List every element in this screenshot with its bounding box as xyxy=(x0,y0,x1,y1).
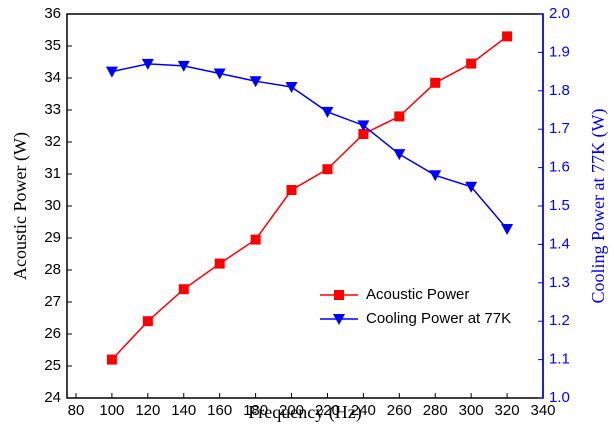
y2-tick-label: 1.3 xyxy=(549,274,570,291)
legend-marker xyxy=(334,290,344,300)
data-point xyxy=(358,129,369,139)
data-point xyxy=(321,106,334,118)
x-tick-label: 120 xyxy=(135,402,160,419)
data-point xyxy=(285,81,298,93)
data-point xyxy=(249,76,262,88)
y2-tick-label: 1.5 xyxy=(549,197,570,214)
y-tick-label: 24 xyxy=(44,389,61,406)
legend-marker xyxy=(333,314,345,325)
data-point xyxy=(177,60,190,72)
data-point xyxy=(142,316,153,327)
y2-tick-label: 1.8 xyxy=(549,82,570,99)
data-point xyxy=(250,234,261,245)
data-point xyxy=(286,185,297,195)
y2-tick-label: 1.2 xyxy=(549,312,570,329)
x-tick-label: 140 xyxy=(171,402,196,419)
y-axis-label: Acoustic Power (W) xyxy=(10,132,31,280)
data-point xyxy=(357,120,370,132)
legend-label: Acoustic Power xyxy=(366,286,469,303)
y2-tick-label: 1.1 xyxy=(549,351,570,368)
y-tick-label: 32 xyxy=(44,133,61,150)
y2-tick-label: 1.9 xyxy=(549,43,570,60)
x-tick-label: 200 xyxy=(279,402,304,419)
x-tick-label: 220 xyxy=(315,402,340,419)
y-tick-label: 25 xyxy=(44,357,61,374)
y-tick-label: 31 xyxy=(44,165,61,182)
y-tick-label: 26 xyxy=(44,325,61,342)
y2-tick-label: 1.6 xyxy=(549,159,570,176)
x-tick-label: 160 xyxy=(207,402,232,419)
y2-tick-label: 1.4 xyxy=(549,235,570,252)
x-tick-label: 180 xyxy=(243,402,268,419)
data-point xyxy=(429,170,442,182)
y-tick-label: 34 xyxy=(44,69,61,86)
y2-tick-label: 1.7 xyxy=(549,120,570,137)
y2-tick-label: 2.0 xyxy=(549,5,570,22)
data-point xyxy=(322,164,333,175)
series-line xyxy=(111,63,508,230)
data-point xyxy=(501,224,514,236)
y-tick-label: 28 xyxy=(44,261,61,278)
x-tick-label: 80 xyxy=(68,402,85,419)
data-point xyxy=(213,68,226,80)
x-tick-label: 280 xyxy=(423,402,448,419)
y-tick-label: 30 xyxy=(44,197,61,214)
data-point xyxy=(394,111,405,122)
data-point xyxy=(466,58,477,69)
x-tick-label: 320 xyxy=(495,402,520,419)
legend-label: Cooling Power at 77K xyxy=(366,310,511,327)
y-tick-label: 29 xyxy=(44,229,61,246)
x-tick-label: 340 xyxy=(530,402,555,419)
y-tick-label: 36 xyxy=(44,5,61,22)
data-point xyxy=(465,181,478,193)
x-axis-label: Frequency (Hz) xyxy=(248,402,361,423)
data-point xyxy=(393,149,406,161)
data-point xyxy=(214,258,225,269)
x-tick-label: 260 xyxy=(387,402,412,419)
y-tick-label: 35 xyxy=(44,37,61,54)
y-tick-label: 33 xyxy=(44,101,61,118)
y2-axis-label: Cooling Power at 77K (W) xyxy=(588,109,609,304)
data-point xyxy=(105,66,118,78)
y-tick-label: 27 xyxy=(44,293,61,310)
series-line xyxy=(111,35,508,361)
data-point xyxy=(430,77,441,88)
x-tick-label: 300 xyxy=(459,402,484,419)
data-point xyxy=(141,58,154,70)
data-point xyxy=(178,284,189,295)
y2-tick-label: 1.0 xyxy=(549,389,570,406)
data-point xyxy=(106,354,117,365)
data-point xyxy=(502,31,513,42)
x-tick-label: 100 xyxy=(99,402,124,419)
plot-frame xyxy=(66,13,544,399)
x-tick-label: 240 xyxy=(351,402,376,419)
